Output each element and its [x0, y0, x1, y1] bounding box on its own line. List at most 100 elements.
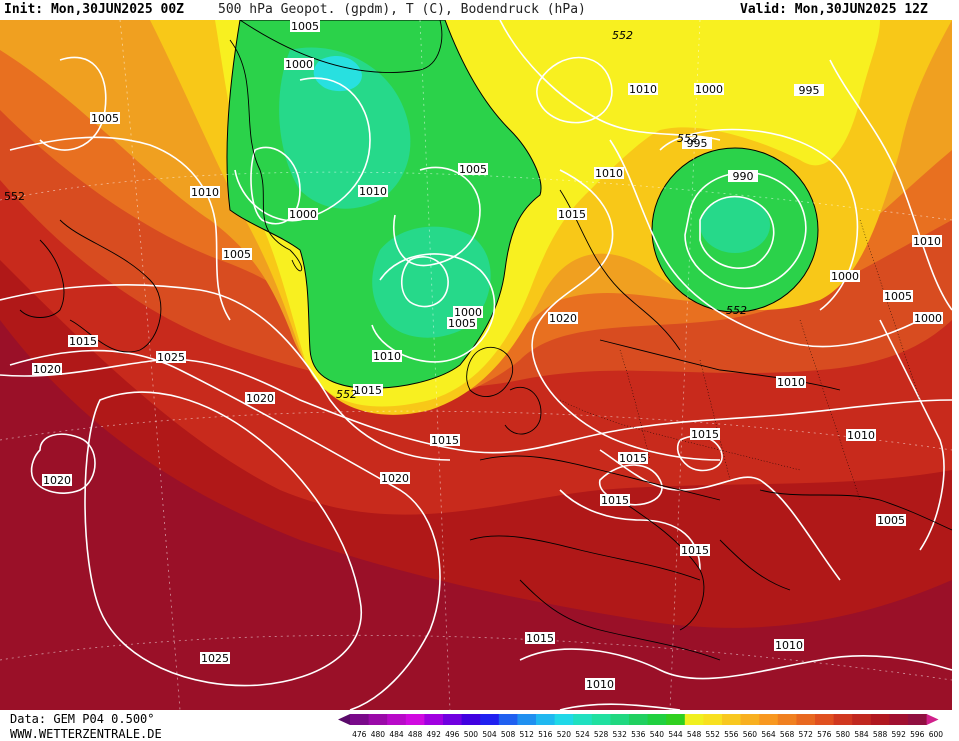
isobar-label: 1020 — [32, 363, 62, 376]
svg-text:1010: 1010 — [775, 639, 803, 652]
svg-text:1025: 1025 — [157, 351, 185, 364]
legend-tick-label: 544 — [668, 730, 683, 739]
svg-text:1020: 1020 — [381, 472, 409, 485]
isobar-label: 1015 — [690, 428, 720, 441]
geopotential-core-greenland — [279, 47, 411, 209]
legend-swatch — [573, 714, 593, 725]
legend-tick-label: 500 — [464, 730, 479, 739]
data-source-label: Data: GEM P04 0.500° — [10, 712, 155, 726]
svg-text:1000: 1000 — [914, 312, 942, 325]
country-borders — [559, 219, 921, 501]
geopotential-core-scandinavia — [700, 197, 770, 253]
svg-text:1020: 1020 — [549, 312, 577, 325]
isobar-label: 1010 — [594, 167, 624, 180]
svg-text:1005: 1005 — [448, 317, 476, 330]
svg-text:1010: 1010 — [586, 678, 614, 691]
legend-tick-label: 488 — [408, 730, 423, 739]
legend-swatch — [368, 714, 388, 725]
isobar-label: 1000 — [694, 83, 724, 96]
isobar-label: 1010 — [372, 350, 402, 363]
legend-swatch — [870, 714, 890, 725]
legend-swatch — [759, 714, 779, 725]
svg-text:1015: 1015 — [526, 632, 554, 645]
legend-swatch — [629, 714, 649, 725]
svg-text:1010: 1010 — [629, 83, 657, 96]
isobar-label: 1005 — [876, 514, 906, 527]
legend-tick-label: 564 — [761, 730, 776, 739]
svg-text:1005: 1005 — [91, 112, 119, 125]
svg-text:1015: 1015 — [601, 494, 629, 507]
svg-text:995: 995 — [799, 84, 820, 97]
legend-tick-label: 504 — [482, 730, 497, 739]
isobar-label: 1000 — [288, 208, 318, 221]
isobar-label: 1015 — [430, 434, 460, 447]
legend-tick-label: 572 — [799, 730, 814, 739]
svg-text:1010: 1010 — [777, 376, 805, 389]
isobar-label: 1020 — [548, 312, 578, 325]
legend-swatch — [833, 714, 853, 725]
legend-tick-label: 548 — [687, 730, 702, 739]
legend-tick-label: 580 — [836, 730, 851, 739]
legend-swatch — [684, 714, 704, 725]
isobar-label: 1000 — [453, 306, 483, 319]
geopotential-label-552: 552 — [726, 304, 747, 317]
isobar-label: 1010 — [912, 235, 942, 248]
legend-swatch — [443, 714, 463, 725]
isobar-label: 1015 — [618, 452, 648, 465]
svg-text:1020: 1020 — [43, 474, 71, 487]
legend-swatch — [461, 714, 481, 725]
color-scale-legend: 476 480 484 488 492 496 500 504 508 512 516 520 524 5… — [338, 714, 943, 739]
svg-text:1000: 1000 — [454, 306, 482, 319]
legend-arrow-low — [338, 714, 350, 725]
map-header: Init: Mon,30JUN2025 00Z 500 hPa Geopot. … — [0, 0, 959, 20]
isobar-label: 1025 — [156, 351, 186, 364]
legend-tick-label: 524 — [575, 730, 590, 739]
isobar-label: 1010 — [628, 83, 658, 96]
isobar-label: 995 — [682, 137, 712, 150]
isobar-label: 1010 — [776, 376, 806, 389]
legend-tick-label: 536 — [631, 730, 646, 739]
isobar-label: 1000 — [830, 270, 860, 283]
legend-swatch — [908, 714, 928, 725]
isobar-labels: 1005 1000 1005 1010 1000 1010 1005 1005 … — [4, 20, 943, 691]
svg-text:1010: 1010 — [373, 350, 401, 363]
isobar-label: 1010 — [774, 639, 804, 652]
legend-tick-label: 560 — [743, 730, 758, 739]
legend-swatch — [610, 714, 630, 725]
svg-text:1025: 1025 — [201, 652, 229, 665]
isobar-label: 1020 — [42, 474, 72, 487]
isobar-label: 1005 — [90, 112, 120, 125]
svg-text:1000: 1000 — [289, 208, 317, 221]
isobar-label: 1020 — [245, 392, 275, 405]
svg-text:1015: 1015 — [69, 335, 97, 348]
isobar-label: 1005 — [883, 290, 913, 303]
legend-tick-label: 596 — [910, 730, 925, 739]
legend-swatch — [852, 714, 872, 725]
isobar-label: 1015 — [68, 335, 98, 348]
svg-text:1020: 1020 — [33, 363, 61, 376]
svg-text:990: 990 — [733, 170, 754, 183]
svg-text:1005: 1005 — [884, 290, 912, 303]
geopotential-cyan-greenland — [313, 55, 362, 92]
legend-swatch — [591, 714, 611, 725]
isobar-label: 1000 — [284, 58, 314, 71]
legend-swatch — [480, 714, 500, 725]
legend-swatch — [815, 714, 835, 725]
legend-swatch — [387, 714, 407, 725]
init-time: Init: Mon,30JUN2025 00Z — [4, 2, 185, 17]
weather-map: 1005 1000 1005 1010 1000 1010 1005 1005 … — [0, 20, 952, 710]
geopotential-label-552: 552 — [612, 29, 633, 42]
legend-tick-label: 592 — [892, 730, 907, 739]
legend-swatch — [424, 714, 444, 725]
isobar-label: 1015 — [557, 208, 587, 221]
legend-tick-label: 540 — [650, 730, 665, 739]
legend-swatch — [517, 714, 537, 725]
legend-swatch — [405, 714, 425, 725]
isobar-label: 1000 — [913, 312, 943, 325]
legend-tick-label: 568 — [780, 730, 795, 739]
legend-tick-label: 552 — [706, 730, 721, 739]
isobar-label: 1010 — [358, 185, 388, 198]
svg-text:1000: 1000 — [285, 58, 313, 71]
svg-text:1015: 1015 — [354, 384, 382, 397]
legend-swatch — [666, 714, 686, 725]
